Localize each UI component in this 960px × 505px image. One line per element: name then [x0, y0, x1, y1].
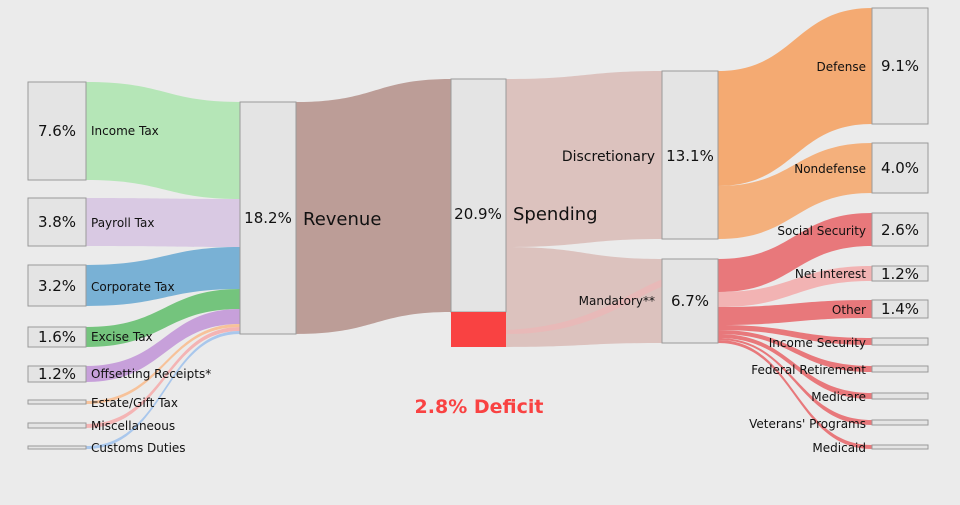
net-interest-label: Net Interest: [795, 267, 866, 281]
flow-miscellaneous: [86, 327, 240, 428]
flow-veterans-programs: [718, 338, 872, 425]
miscellaneous-label: Miscellaneous: [91, 419, 175, 433]
node-social-security: [871, 212, 929, 247]
node-veterans-programs: [871, 419, 929, 426]
node-income-security: [871, 337, 929, 346]
mandatory-label: Mandatory**: [579, 294, 655, 308]
flow-income-tax: [86, 82, 240, 199]
node-customs-duties: [27, 445, 87, 450]
node-spending: [450, 78, 507, 313]
flow-federal-retirement: [718, 330, 872, 372]
node-corporate-tax: [27, 264, 87, 307]
flow-excise-tax: [86, 289, 240, 347]
node-medicare: [871, 392, 929, 400]
node-miscellaneous: [27, 422, 87, 429]
estate-gift-tax-label: Estate/Gift Tax: [91, 396, 178, 410]
social-security-pct: 2.6%: [881, 221, 919, 239]
revenue-label: Revenue: [303, 209, 381, 230]
flow-spending-to-mandatory: [506, 247, 662, 347]
payroll-tax-label: Payroll Tax: [91, 216, 154, 230]
excise-tax-label: Excise Tax: [91, 330, 153, 344]
flow-payroll-tax: [86, 198, 240, 247]
social-security-label: Social Security: [777, 224, 866, 238]
flow-medicaid: [718, 340, 872, 449]
flow-revenue-to-spending: [296, 79, 451, 334]
flow-net-interest: [718, 266, 872, 307]
deficit-bar: [451, 312, 506, 347]
node-nondefense: [871, 142, 929, 194]
nondefense-label: Nondefense: [794, 162, 866, 176]
corporate-tax-pct: 3.2%: [38, 277, 76, 295]
flow-corporate-tax: [86, 247, 240, 306]
corporate-tax-label: Corporate Tax: [91, 280, 175, 294]
customs-duties-label: Customs Duties: [91, 441, 186, 455]
spending-label: Spending: [513, 204, 598, 225]
federal-retirement-label: Federal Retirement: [751, 363, 866, 377]
node-excise-tax: [27, 326, 87, 348]
medicaid-label: Medicaid: [812, 441, 866, 455]
flow-spending-to-discretionary: [506, 71, 662, 247]
income-tax-label: Income Tax: [91, 124, 159, 138]
node-defense: [871, 7, 929, 125]
income-tax-pct: 7.6%: [38, 122, 76, 140]
defense-label: Defense: [817, 60, 866, 74]
income-security-label: Income Security: [769, 336, 866, 350]
node-offsetting-receipts: [27, 365, 87, 383]
revenue-pct: 18.2%: [244, 209, 292, 227]
spending-pct: 20.9%: [454, 205, 502, 223]
other-label: Other: [832, 303, 866, 317]
node-mandatory: [661, 258, 719, 344]
flow-estate-gift-tax: [86, 324, 240, 404]
payroll-tax-pct: 3.8%: [38, 213, 76, 231]
mandatory-pct: 6.7%: [671, 292, 709, 310]
node-income-tax: [27, 81, 87, 181]
node-estate-gift-tax: [27, 399, 87, 405]
node-discretionary: [661, 70, 719, 240]
medicare-label: Medicare: [811, 390, 866, 404]
node-medicaid: [871, 444, 929, 450]
node-net-interest: [871, 265, 929, 282]
nondefense-pct: 4.0%: [881, 159, 919, 177]
flow-other: [718, 300, 872, 325]
discretionary-pct: 13.1%: [666, 147, 714, 165]
flow-social-security: [718, 213, 872, 292]
node-revenue: [239, 101, 297, 335]
node-other: [871, 299, 929, 319]
flow-medicare: [718, 334, 872, 399]
flow-income-security: [718, 325, 872, 345]
deficit-label: 2.8% Deficit: [415, 396, 544, 418]
discretionary-label: Discretionary: [562, 149, 655, 165]
other-pct: 1.4%: [881, 300, 919, 318]
node-federal-retirement: [871, 365, 929, 373]
net-interest-pct: 1.2%: [881, 265, 919, 283]
offsetting-receipts-label: Offsetting Receipts*: [91, 367, 211, 381]
veterans-programs-label: Veterans' Programs: [749, 417, 866, 431]
excise-tax-pct: 1.6%: [38, 328, 76, 346]
flow-nondefense: [718, 143, 872, 239]
defense-pct: 9.1%: [881, 57, 919, 75]
offsetting-receipts-pct: 1.2%: [38, 365, 76, 383]
node-payroll-tax: [27, 197, 87, 247]
flow-defense: [718, 8, 872, 186]
flow-offsetting-receipts: [86, 309, 240, 382]
